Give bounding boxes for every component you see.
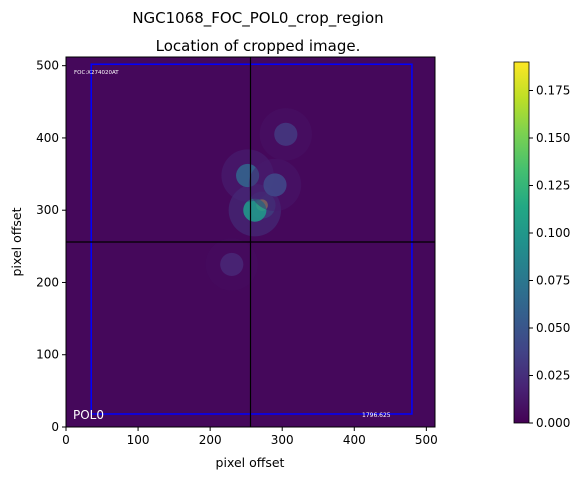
colorbar-axis: 0.000 0.025 0.050 0.075 0.100 0.125 0.150 0.175 — [529, 84, 570, 430]
y-tick-label: 400 — [36, 131, 59, 145]
y-tick-label: 100 — [36, 348, 59, 362]
y-tick-label: 500 — [36, 59, 59, 73]
emission-peak — [236, 163, 260, 188]
colorbar-tick-label: 0.175 — [536, 84, 570, 98]
colorbar-tick-label: 0.075 — [536, 274, 570, 288]
colorbar-tick-label: 0.050 — [536, 321, 570, 335]
x-tick-label: 100 — [127, 433, 150, 447]
chart-subtitle: Location of cropped image. — [156, 37, 361, 55]
x-tick-label: 300 — [271, 433, 294, 447]
emission-peak — [243, 198, 267, 222]
header-annotation: FOC:X274020AT — [74, 70, 119, 76]
x-tick-label: 0 — [62, 433, 70, 447]
x-tick-label: 200 — [199, 433, 222, 447]
colorbar-tick-label: 0.150 — [536, 131, 570, 145]
emission-peak — [220, 252, 244, 276]
x-tick-label: 500 — [415, 433, 438, 447]
x-axis-label: pixel offset — [216, 455, 285, 470]
colorbar-tick-label: 0.100 — [536, 226, 570, 240]
emission-peak — [274, 122, 298, 146]
plot-frame — [65, 56, 436, 428]
crop-region-rectangle — [90, 63, 413, 415]
colorbar-tick-label: 0.000 — [536, 416, 570, 430]
emission-peak — [263, 173, 287, 197]
exposure-annotation: 1796.625 — [362, 412, 391, 419]
colorbar-tick-label: 0.025 — [536, 369, 570, 383]
y-tick-label: 0 — [51, 420, 59, 434]
colorbar-tick-label: 0.125 — [536, 179, 570, 193]
x-tick-label: 400 — [343, 433, 366, 447]
y-axis: 0 100 200 300 400 500 — [36, 59, 66, 434]
colorbar — [513, 61, 530, 424]
y-axis-label: pixel offset — [9, 207, 24, 276]
x-axis: 0 100 200 300 400 500 — [62, 427, 438, 447]
emission-layer — [205, 108, 313, 291]
y-tick-label: 300 — [36, 203, 59, 217]
y-tick-label: 200 — [36, 275, 59, 289]
chart-title: NGC1068_FOC_POL0_crop_region — [132, 9, 383, 28]
filter-annotation: POL0 — [73, 408, 104, 422]
